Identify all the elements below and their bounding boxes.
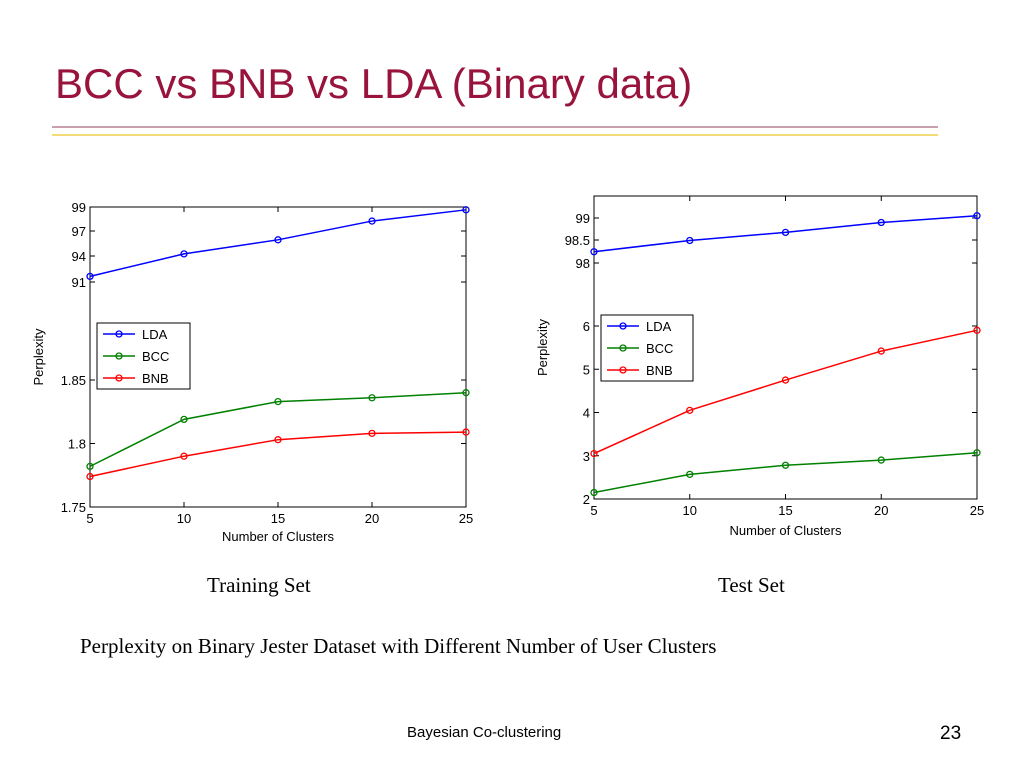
x-axis-label: Number of Clusters (730, 523, 842, 538)
data-point-lda (973, 212, 981, 220)
data-point-bnb (686, 406, 694, 414)
x-axis-label: Number of Clusters (222, 529, 334, 544)
data-point-bcc (877, 456, 885, 464)
data-point-lda (86, 272, 94, 281)
data-point-bnb (973, 326, 981, 334)
data-point-bnb (86, 472, 94, 481)
y-tick-label: 98.5 (565, 233, 590, 248)
legend-marker-bcc (115, 352, 123, 360)
data-point-bnb (274, 436, 282, 444)
data-point-bcc (180, 415, 188, 424)
figure-description: Perplexity on Binary Jester Dataset with… (80, 634, 717, 658)
x-tick-label: 20 (874, 503, 888, 518)
series-line-lda (593, 215, 978, 253)
y-tick-label: 1.85 (61, 373, 86, 388)
data-point-lda (686, 236, 694, 245)
x-tick-label: 15 (778, 503, 792, 518)
data-point-bcc (86, 462, 94, 471)
data-point-bnb (462, 428, 470, 436)
y-tick-label: 5 (583, 362, 590, 377)
legend-label-lda: LDA (646, 319, 672, 334)
data-point-bcc (973, 449, 981, 457)
data-point-bnb (368, 429, 376, 437)
data-point-bnb (590, 449, 598, 458)
data-point-lda (462, 206, 470, 214)
legend-label-bcc: BCC (142, 349, 169, 364)
x-tick-label: 5 (86, 511, 93, 526)
legend-marker-bnb (115, 374, 123, 382)
y-tick-label: 99 (72, 200, 86, 215)
legend-marker-bcc (619, 344, 627, 352)
legend-marker-lda (619, 322, 627, 330)
data-point-lda (590, 248, 598, 256)
data-point-lda (368, 217, 376, 225)
x-tick-label: 10 (683, 503, 697, 518)
y-tick-label: 3 (583, 449, 590, 464)
legend-label-bnb: BNB (142, 371, 169, 386)
y-tick-label: 1.75 (61, 500, 86, 515)
y-axis-label: Perplexity (535, 318, 550, 376)
title-rule-bottom (52, 134, 938, 136)
series-line-bnb (89, 431, 467, 478)
x-tick-label: 25 (459, 511, 473, 526)
series-line-bcc (593, 451, 978, 494)
slide-title: BCC vs BNB vs LDA (Binary data) (55, 60, 693, 107)
y-tick-label: 97 (72, 224, 86, 239)
x-tick-label: 25 (970, 503, 984, 518)
data-point-bcc (274, 397, 282, 406)
legend-marker-lda (115, 330, 123, 338)
data-point-bcc (686, 470, 694, 478)
data-point-bnb (180, 452, 188, 460)
y-tick-label: 99 (576, 211, 590, 226)
series-line-bcc (89, 391, 467, 468)
data-point-lda (781, 228, 790, 237)
y-tick-label: 94 (72, 249, 86, 264)
legend-label-bnb: BNB (646, 363, 673, 378)
x-tick-label: 10 (177, 511, 191, 526)
x-tick-label: 15 (271, 511, 285, 526)
footer-text: Bayesian Co-clustering (407, 724, 562, 741)
caption-test-set: Test Set (718, 573, 785, 597)
legend-label-bcc: BCC (646, 341, 673, 356)
data-point-bcc (462, 389, 470, 397)
series-line-bnb (593, 329, 978, 455)
y-tick-label: 1.8 (68, 437, 86, 452)
data-point-bnb (877, 347, 885, 355)
data-point-bcc (781, 461, 790, 469)
y-tick-label: 4 (583, 406, 590, 421)
data-point-bcc (368, 394, 376, 402)
data-point-lda (877, 218, 885, 227)
series-line-lda (89, 209, 467, 278)
y-tick-label: 6 (583, 319, 590, 334)
x-tick-label: 20 (365, 511, 379, 526)
y-tick-label: 91 (72, 275, 86, 290)
y-tick-label: 2 (583, 492, 590, 507)
page-number: 23 (940, 723, 962, 744)
data-point-lda (274, 236, 282, 244)
y-axis-label: Perplexity (31, 328, 46, 386)
data-point-bcc (590, 488, 598, 497)
data-point-lda (180, 250, 188, 258)
legend-label-lda: LDA (142, 327, 168, 342)
title-rule-top (52, 126, 938, 128)
x-tick-label: 5 (590, 503, 597, 518)
y-tick-label: 98 (576, 256, 590, 271)
data-point-bnb (781, 376, 790, 384)
legend-marker-bnb (619, 366, 627, 374)
caption-training-set: Training Set (207, 573, 311, 597)
